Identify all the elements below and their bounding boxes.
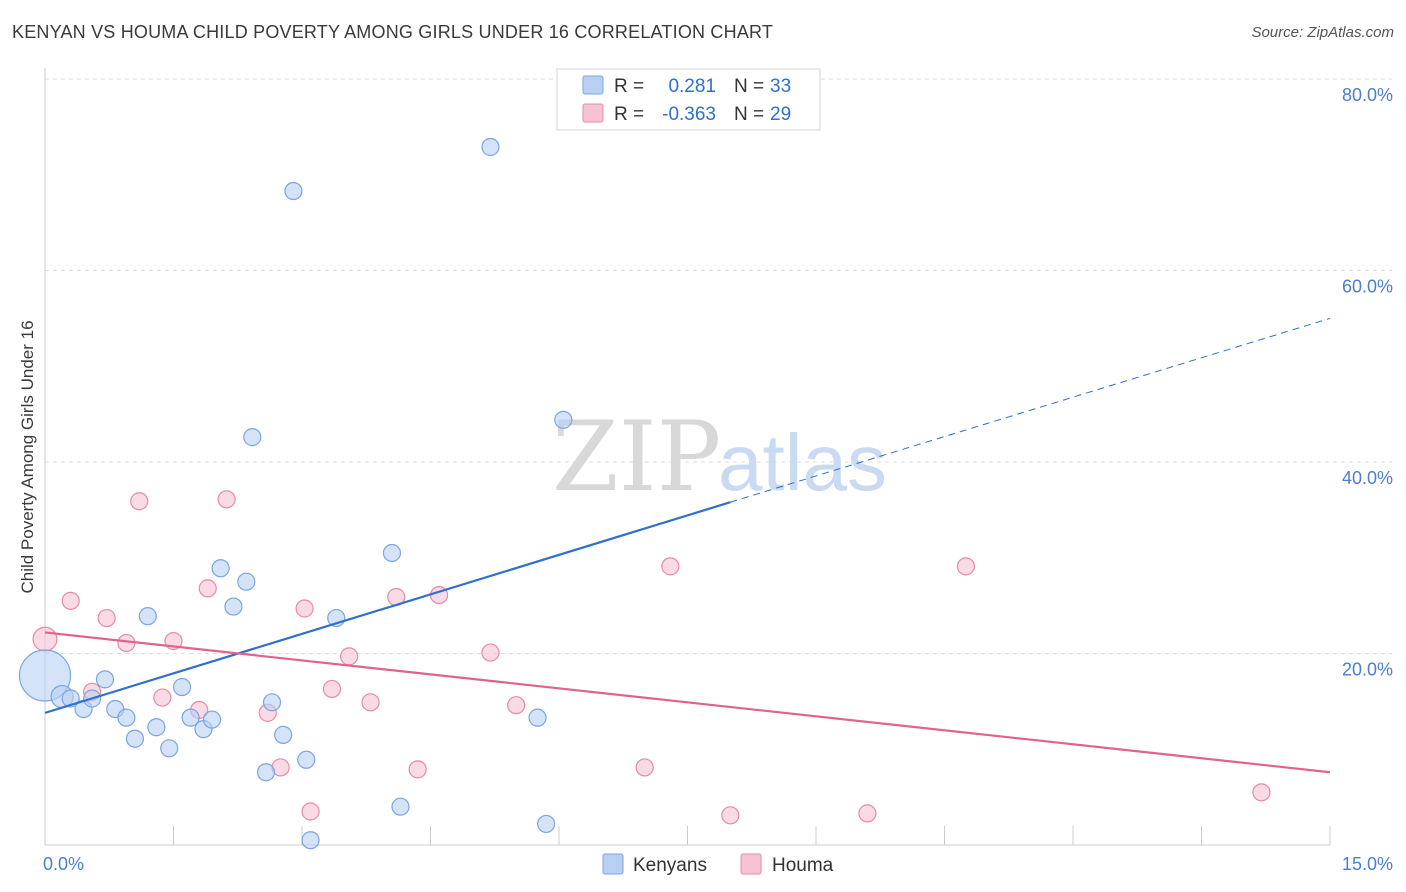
- kenyans-point-16: [211, 559, 230, 578]
- trend-lines: [44, 317, 1331, 774]
- chart-title: KENYAN VS HOUMA CHILD POVERTY AMONG GIRL…: [12, 22, 774, 42]
- houma-points: [32, 490, 1271, 825]
- houma-point-3: [97, 608, 116, 628]
- legend-r-value-houma: -0.363: [662, 104, 716, 125]
- houma-point-9: [198, 579, 217, 598]
- houma-point-13: [295, 599, 314, 618]
- kenyans-trend-line: [44, 501, 731, 714]
- kenyans-trend-extension: [730, 317, 1331, 503]
- y-tick-label-1: 40.0%: [1342, 468, 1393, 488]
- houma-trend-line: [44, 631, 1331, 774]
- correlation-legend: R = 0.281 N = 33 R = -0.363 N = 29: [556, 68, 821, 131]
- houma-point-6: [153, 688, 172, 707]
- kenyans-point-29: [481, 137, 500, 157]
- kenyans-point-9: [138, 607, 157, 626]
- legend-r-label-kenyans: R =: [614, 76, 644, 97]
- legend-n-value-houma: 29: [770, 104, 791, 125]
- y-tick-labels: 20.0% 40.0% 60.0% 80.0%: [1342, 85, 1393, 680]
- houma-point-0: [32, 626, 58, 652]
- kenyans-point-10: [147, 718, 166, 737]
- kenyans-point-27: [382, 543, 402, 563]
- houma-point-23: [635, 758, 654, 777]
- kenyans-point-22: [274, 725, 293, 744]
- kenyans-point-13: [181, 708, 200, 727]
- houma-point-22: [507, 696, 526, 715]
- houma-point-1: [61, 591, 80, 610]
- houma-point-10: [217, 490, 236, 509]
- kenyans-point-7: [117, 708, 136, 727]
- x-tick-label-0: 0.0%: [43, 854, 84, 874]
- houma-point-19: [408, 760, 427, 779]
- houma-point-25: [721, 806, 740, 825]
- kenyans-point-18: [237, 572, 256, 591]
- houma-point-16: [340, 647, 359, 666]
- houma-point-27: [956, 557, 976, 576]
- houma-point-21: [481, 643, 500, 662]
- series-legend-swatch-kenyans: [602, 853, 624, 875]
- kenyans-point-15: [202, 710, 222, 729]
- y-axis-title: Child Poverty Among Girls Under 16: [18, 320, 37, 593]
- kenyans-point-17: [224, 597, 243, 616]
- source-label: Source: ZipAtlas.com: [1251, 24, 1394, 41]
- kenyans-points: [18, 137, 573, 850]
- x-tick-labels: 0.0% 15.0%: [43, 854, 1393, 874]
- kenyans-point-12: [172, 677, 192, 697]
- kenyans-point-8: [125, 729, 145, 748]
- kenyans-point-31: [537, 814, 556, 834]
- houma-point-28: [1252, 783, 1271, 802]
- x-tick-label-1: 15.0%: [1342, 854, 1393, 874]
- kenyans-point-20: [256, 763, 276, 782]
- legend-n-value-kenyans: 33: [770, 76, 791, 97]
- legend-swatch-kenyans: [582, 75, 604, 95]
- legend-r-value-kenyans: 0.281: [668, 76, 716, 97]
- legend-swatch-houma: [582, 103, 604, 123]
- watermark-zip: ZIP: [552, 401, 721, 513]
- kenyans-point-11: [160, 739, 179, 758]
- series-legend-swatch-houma: [740, 853, 762, 875]
- houma-point-26: [858, 804, 877, 823]
- houma-point-24: [661, 557, 680, 576]
- houma-point-5: [130, 492, 149, 511]
- watermark-atlas: atlas: [718, 418, 887, 507]
- y-tick-label-2: 60.0%: [1342, 277, 1393, 297]
- y-tick-label-3: 80.0%: [1342, 85, 1393, 105]
- kenyans-point-25: [301, 831, 320, 850]
- kenyans-point-32: [554, 410, 573, 429]
- kenyans-point-23: [284, 181, 303, 201]
- kenyans-point-19: [243, 428, 262, 447]
- kenyans-point-5: [95, 670, 115, 689]
- kenyans-point-30: [528, 708, 547, 727]
- kenyans-point-21: [262, 693, 282, 712]
- houma-point-14: [301, 802, 320, 821]
- houma-point-15: [322, 679, 342, 699]
- grid-lines: [45, 78, 1392, 654]
- legend-n-label-kenyans: N =: [734, 76, 764, 97]
- kenyans-point-28: [391, 797, 410, 816]
- legend-n-label-houma: N =: [734, 104, 764, 125]
- y-tick-label-0: 20.0%: [1342, 660, 1393, 680]
- series-legend: Kenyans Houma: [602, 853, 834, 876]
- houma-point-17: [361, 693, 380, 712]
- kenyans-point-24: [297, 750, 316, 769]
- series-legend-label-kenyans: Kenyans: [633, 855, 707, 876]
- legend-r-label-houma: R =: [614, 104, 644, 125]
- series-legend-label-houma: Houma: [772, 855, 834, 876]
